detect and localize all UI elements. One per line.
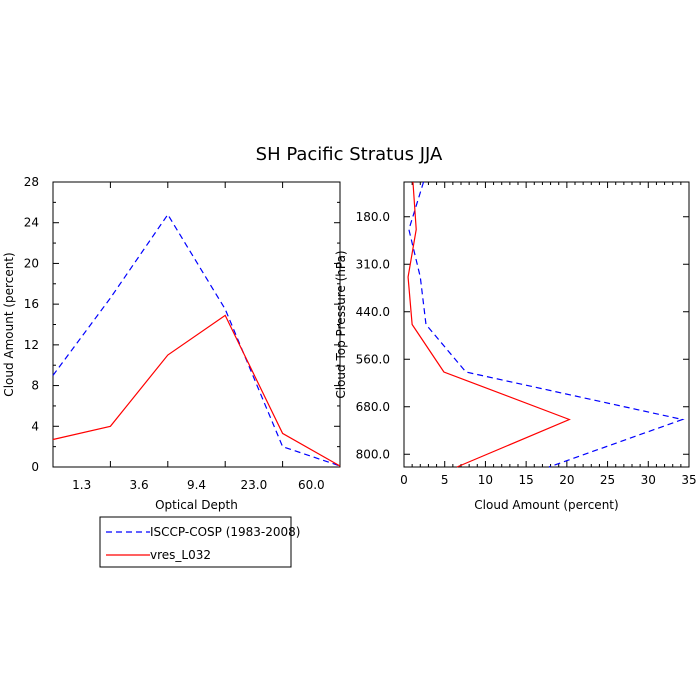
left-panel: 0 4 8 12 16 20 24 28 1.3 3.6 9.4 23.0 60.0 Optical De… <box>2 175 341 512</box>
right-x-tick-label: 35 <box>681 473 696 487</box>
left-x-tick-label: 1.3 <box>72 478 91 492</box>
right-y-axis-label: Cloud Top Pressure (hPa) <box>334 250 348 398</box>
left-y-tick-label: 20 <box>24 256 39 270</box>
left-series-line-0 <box>52 213 341 467</box>
left-x-axis-label: Optical Depth <box>155 498 238 512</box>
right-x-tick-label: 15 <box>519 473 534 487</box>
left-y-tick-label: 8 <box>31 379 39 393</box>
right-y-tick-label: 560.0 <box>356 352 390 366</box>
left-y-axis-label: Cloud Amount (percent) <box>2 252 16 396</box>
right-x-tick-label: 25 <box>600 473 615 487</box>
right-x-axis-label: Cloud Amount (percent) <box>474 498 618 512</box>
legend-entry-label: vres_L032 <box>150 548 211 562</box>
right-x-tick-label: 10 <box>478 473 493 487</box>
left-x-tick-label: 60.0 <box>298 478 325 492</box>
left-y-tick-label: 4 <box>31 419 39 433</box>
right-x-tick-label: 30 <box>641 473 656 487</box>
right-y-tick-label: 680.0 <box>356 400 390 414</box>
left-x-tick-label: 9.4 <box>187 478 206 492</box>
right-x-tick-label: 0 <box>400 473 408 487</box>
left-x-tick-label: 23.0 <box>241 478 268 492</box>
legend-entry-label: ISCCP-COSP (1983-2008) <box>150 525 300 539</box>
right-series-line-1 <box>407 181 571 468</box>
left-y-tick-label: 24 <box>24 216 39 230</box>
left-x-tick-label: 3.6 <box>130 478 149 492</box>
right-panel: 0 5 10 15 20 25 30 35 180.0 310.0 440.0 560.0 680.0 8… <box>334 181 697 512</box>
left-y-tick-label: 0 <box>31 460 39 474</box>
left-series-line-1 <box>52 314 341 467</box>
legend: ISCCP-COSP (1983-2008) vres_L032 <box>99 516 300 568</box>
figure-title: SH Pacific Stratus JJA <box>256 144 443 165</box>
right-y-tick-label: 310.0 <box>356 257 390 271</box>
right-y-tick-label: 180.0 <box>356 210 390 224</box>
left-y-tick-label: 12 <box>24 338 39 352</box>
left-y-tick-label: 16 <box>24 297 39 311</box>
right-x-tick-label: 5 <box>441 473 449 487</box>
right-y-tick-label: 800.0 <box>356 447 390 461</box>
right-plot-frame <box>403 181 690 468</box>
right-series-line-0 <box>408 181 685 468</box>
right-y-tick-label: 440.0 <box>356 305 390 319</box>
left-y-tick-label: 28 <box>24 175 39 189</box>
legend-box <box>99 516 292 568</box>
right-x-tick-label: 20 <box>559 473 574 487</box>
